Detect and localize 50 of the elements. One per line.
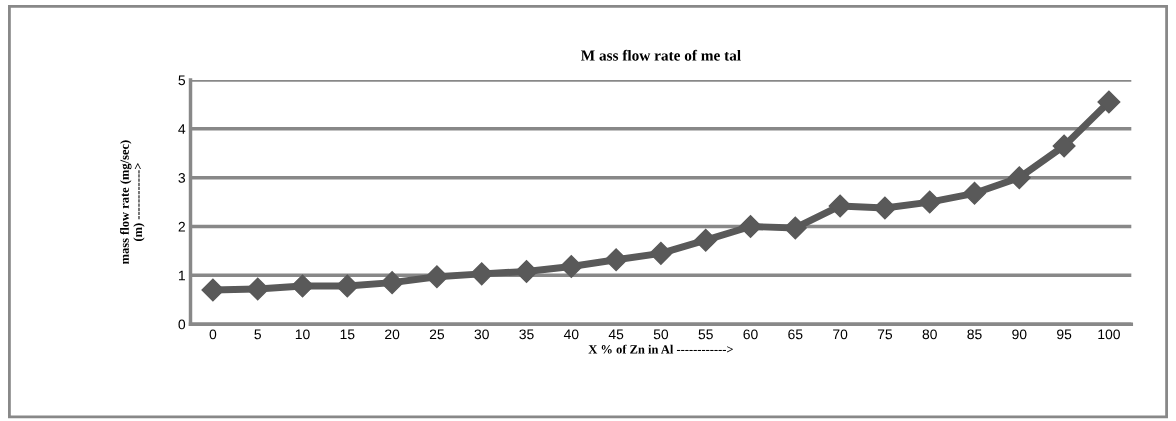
point — [335, 274, 359, 298]
point — [783, 216, 807, 240]
y-tick-label: 2 — [178, 221, 185, 232]
point — [470, 262, 494, 286]
point — [649, 241, 673, 265]
x-tick-label: 5 — [254, 329, 261, 340]
y-axis-title: mass flow rate (mg/sec) (m) ------------> — [119, 140, 145, 265]
x-tick-label: 50 — [653, 329, 669, 340]
x-tick-label: 30 — [474, 329, 489, 340]
point — [201, 278, 225, 302]
x-axis-title: X % of Zn in Al ------------> — [588, 344, 733, 354]
point — [559, 255, 583, 279]
point — [604, 248, 628, 272]
point — [963, 181, 987, 205]
point — [246, 277, 270, 301]
point — [515, 259, 539, 283]
x-tick-label: 25 — [429, 329, 445, 340]
point — [694, 228, 718, 252]
x-tick-label: 35 — [519, 329, 534, 340]
point — [380, 271, 404, 295]
y-tick-label: 3 — [178, 173, 186, 183]
y-tick-label: 0 — [178, 319, 186, 330]
x-tick-label: 0 — [209, 329, 217, 340]
point — [873, 196, 897, 220]
x-tick-label: 45 — [608, 329, 624, 340]
x-tick-label: 55 — [698, 329, 713, 340]
x-tick-label: 65 — [788, 329, 803, 340]
x-tick-label: 20 — [385, 329, 400, 340]
x-tick-label: 90 — [1012, 329, 1027, 340]
point — [739, 215, 763, 238]
point — [1007, 166, 1031, 190]
x-tick-label: 60 — [743, 329, 758, 340]
x-tick-label: 10 — [295, 329, 310, 340]
point — [1052, 134, 1076, 158]
point — [918, 190, 942, 214]
point — [828, 194, 852, 218]
point — [1097, 90, 1121, 114]
x-tick-label: 95 — [1057, 329, 1072, 340]
y-tick-label: 5 — [178, 75, 186, 86]
x-tick-label: 85 — [967, 329, 982, 340]
chart-title: M ass flow rate of me tal — [580, 49, 741, 61]
x-tick-label: 75 — [877, 329, 893, 340]
x-tick-label: 40 — [563, 329, 579, 340]
x-tick-label: 80 — [922, 329, 937, 340]
x-tick-label: 70 — [833, 329, 848, 340]
y-tick-label: 1 — [178, 270, 185, 281]
y-tick-label: 4 — [178, 124, 186, 134]
x-tick-label: 100 — [1098, 329, 1120, 340]
point — [425, 265, 449, 289]
x-tick-label: 15 — [340, 329, 355, 340]
